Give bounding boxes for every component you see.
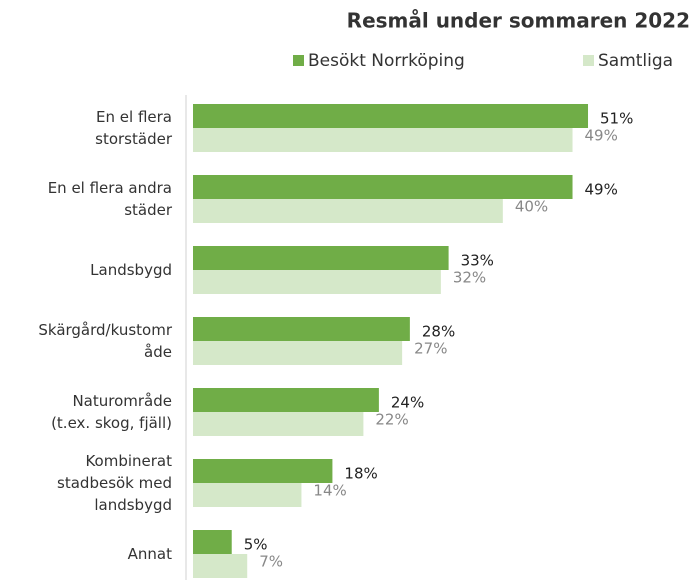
bar <box>193 246 449 270</box>
bar <box>193 270 441 294</box>
value-label: 22% <box>375 411 408 429</box>
category-label: Kombinerat stadbesök med landsbygd <box>57 452 172 514</box>
category-label: Skärgård/kustomr åde <box>38 321 172 361</box>
legend-label: Besökt Norrköping <box>308 51 465 71</box>
bar <box>193 459 333 483</box>
value-label: 49% <box>585 127 618 145</box>
bar <box>193 483 302 507</box>
value-label: 27% <box>414 340 447 358</box>
bar <box>193 341 403 365</box>
category-label: Annat <box>127 545 172 563</box>
bar <box>193 175 573 199</box>
bar <box>193 554 248 578</box>
value-label: 28% <box>422 323 455 341</box>
bar <box>193 128 573 152</box>
value-label: 18% <box>344 465 377 483</box>
value-label: 33% <box>461 252 494 270</box>
category-label: Naturområde (t.ex. skog, fjäll) <box>51 392 172 432</box>
category-label: En el flera andra städer <box>47 179 172 219</box>
value-label: 51% <box>600 110 633 128</box>
value-label: 40% <box>515 198 548 216</box>
category-label: En el flera storstäder <box>95 108 172 148</box>
bar <box>193 104 589 128</box>
category-label: Landsbygd <box>90 261 172 279</box>
bar <box>193 317 410 341</box>
bar <box>193 412 364 436</box>
value-label: 24% <box>391 394 424 412</box>
value-label: 49% <box>585 181 618 199</box>
legend-label: Samtliga <box>598 51 673 71</box>
legend-swatch <box>293 55 304 66</box>
value-label: 5% <box>244 536 268 554</box>
value-label: 32% <box>453 269 486 287</box>
legend-swatch <box>583 55 594 66</box>
bar <box>193 199 503 223</box>
bar <box>193 388 379 412</box>
bar <box>193 530 232 554</box>
chart-title: Resmål under sommaren 2022 <box>347 9 690 33</box>
value-label: 14% <box>313 482 346 500</box>
value-label: 7% <box>259 553 283 571</box>
